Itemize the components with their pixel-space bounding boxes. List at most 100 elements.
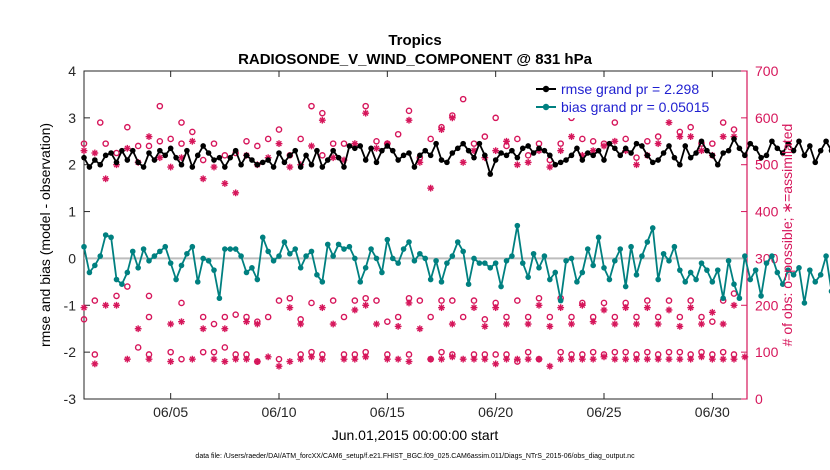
bias-point xyxy=(140,246,147,252)
obs-possible-marker xyxy=(264,135,272,143)
obs-possible-marker xyxy=(340,140,348,147)
obs-possible-marker xyxy=(91,351,99,358)
obs-possible-marker xyxy=(654,133,662,140)
rmse-point xyxy=(536,145,542,152)
asterisk-stroke xyxy=(254,358,261,365)
bias-point xyxy=(514,222,521,229)
bias-point xyxy=(97,253,104,259)
asterisk-stroke xyxy=(351,307,358,313)
bias-point xyxy=(709,279,716,285)
bias-point xyxy=(644,239,651,245)
bias-point xyxy=(785,267,791,273)
rmse-point xyxy=(666,143,672,149)
obs-assimilated-marker xyxy=(199,325,207,333)
bias-point xyxy=(677,267,683,273)
bias-point xyxy=(617,246,624,252)
bias-point xyxy=(541,253,548,259)
y-right-tick-label: 500 xyxy=(755,157,779,173)
bias-point xyxy=(817,272,824,278)
obs-assimilated-marker xyxy=(210,163,218,171)
obs-assimilated-marker xyxy=(513,355,521,363)
obs-assimilated-marker xyxy=(145,133,153,140)
obs-assimilated-marker xyxy=(318,116,326,124)
x-tick-label: 06/30 xyxy=(695,404,730,420)
obs-assimilated-marker xyxy=(687,133,695,140)
obs-assimilated-marker xyxy=(730,301,738,309)
obs-possible-marker xyxy=(709,140,716,147)
bias-point xyxy=(444,260,450,266)
obs-assimilated-marker xyxy=(113,301,120,309)
y-tick-label: 1 xyxy=(68,204,76,220)
y-axis-left: -3 -2 -1 0 1 2 3 4 xyxy=(64,63,90,407)
asterisk-stroke xyxy=(330,321,337,327)
obs-assimilated-marker xyxy=(286,358,294,365)
bias-point xyxy=(807,267,813,273)
rmse-point xyxy=(379,147,385,154)
bias-point xyxy=(649,225,656,231)
y-right-tick-label: 100 xyxy=(755,344,779,360)
bias-point xyxy=(682,279,689,285)
obs-assimilated-marker xyxy=(123,144,131,152)
asterisk-stroke xyxy=(709,356,716,363)
obs-possible-marker xyxy=(113,292,120,300)
asterisk-stroke xyxy=(611,321,618,327)
obs-assimilated-marker xyxy=(351,306,359,314)
bias-point xyxy=(319,279,326,285)
rmse-point xyxy=(92,157,98,163)
obs-possible-marker xyxy=(145,292,153,300)
bias-point xyxy=(243,269,250,276)
obs-assimilated-marker xyxy=(427,184,435,192)
bias-point xyxy=(129,248,136,255)
asterisk-stroke xyxy=(633,321,640,327)
rmse-point xyxy=(595,147,602,154)
asterisk-stroke xyxy=(698,353,705,360)
bias-point xyxy=(476,260,483,266)
obs-assimilated-marker xyxy=(568,320,575,328)
obs-assimilated-marker xyxy=(633,320,640,328)
obs-assimilated-marker xyxy=(145,355,153,363)
obs-assimilated-marker xyxy=(199,175,207,183)
x-axis: 06/05 06/10 06/15 06/20 06/25 06/30 xyxy=(153,71,730,420)
bias-point xyxy=(731,281,737,288)
obs-assimilated-marker xyxy=(362,353,370,361)
rmse-point xyxy=(389,147,396,154)
obs-assimilated-marker xyxy=(243,355,250,363)
obs-possible-marker xyxy=(416,297,424,304)
asterisk-stroke xyxy=(611,356,618,363)
rmse-point xyxy=(633,140,640,147)
obs-possible-marker xyxy=(622,135,629,143)
rmse-point xyxy=(243,152,250,159)
obs-possible-marker xyxy=(199,313,207,321)
obs-possible-marker xyxy=(589,137,597,145)
obs-assimilated-marker xyxy=(416,325,424,333)
rmse-point xyxy=(579,157,586,163)
obs-assimilated-marker xyxy=(546,322,554,330)
obs-possible-marker xyxy=(644,137,651,145)
rmse-point xyxy=(232,147,239,154)
rmse-point xyxy=(406,150,412,156)
obs-assimilated-marker xyxy=(535,355,543,363)
asterisk-stroke xyxy=(557,356,564,363)
obs-possible-marker xyxy=(492,351,499,358)
rmse-point xyxy=(487,171,494,177)
rmse-point xyxy=(297,164,304,170)
rmse-point xyxy=(314,147,320,154)
rmse-point xyxy=(362,157,369,163)
rmse-point xyxy=(124,157,131,163)
obs-assimilated-marker xyxy=(698,353,705,361)
obs-possible-marker xyxy=(340,313,348,321)
rmse-point xyxy=(373,159,380,166)
asterisk-stroke xyxy=(406,117,412,124)
obs-assimilated-marker xyxy=(102,175,110,183)
asterisk-stroke xyxy=(427,185,434,192)
asterisk-stroke xyxy=(655,356,662,363)
bias-point xyxy=(790,272,797,278)
obs-possible-marker xyxy=(503,313,510,321)
obs-assimilated-marker xyxy=(448,320,456,328)
obs-assimilated-marker xyxy=(188,137,196,145)
obs-assimilated-marker xyxy=(329,154,337,162)
obs-assimilated-marker xyxy=(210,355,218,363)
asterisk-stroke xyxy=(81,304,87,311)
obs-assimilated-marker xyxy=(470,304,478,312)
